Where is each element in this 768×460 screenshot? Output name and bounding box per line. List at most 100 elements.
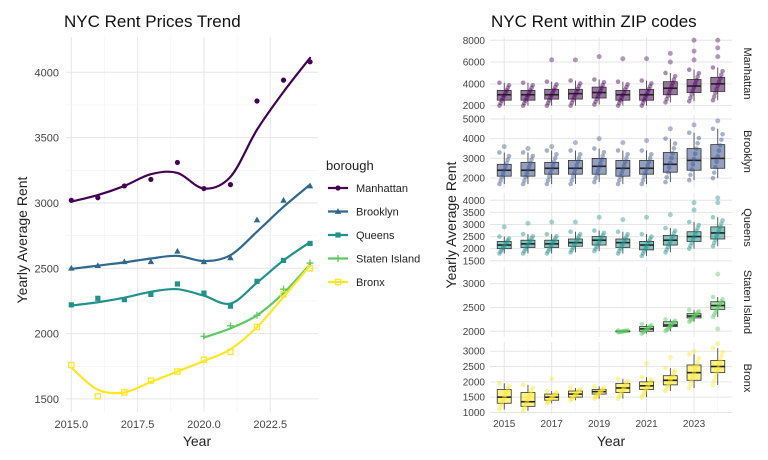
jitter-point (600, 386, 606, 392)
jitter-point (595, 168, 601, 174)
jitter-point (689, 240, 694, 246)
jitter-point (670, 373, 676, 379)
jitter-point (711, 312, 717, 318)
jitter-point (497, 381, 502, 386)
jitter-point (499, 98, 505, 103)
jitter-point (695, 359, 700, 365)
jitter-point (710, 126, 716, 132)
jitter-point (497, 103, 502, 108)
jitter-point (577, 81, 583, 86)
jitter-point (688, 172, 693, 178)
jitter-point (526, 90, 532, 96)
data-point-bronx (174, 368, 181, 375)
jitter-point (668, 239, 673, 244)
jitter-point (696, 222, 702, 228)
y-tick-label: 2500 (463, 303, 486, 314)
jitter-point (649, 234, 654, 239)
data-point-bronx (147, 377, 155, 384)
box-bronx-2016 (520, 392, 536, 407)
jitter-point (616, 394, 622, 399)
y-tick-label: 3000 (463, 279, 486, 290)
jitter-point (554, 234, 559, 239)
jitter-point (639, 394, 645, 400)
outlier-point (691, 48, 697, 54)
jitter-point (573, 166, 578, 172)
y-tick-label: 4000 (463, 134, 486, 145)
data-point-brooklyn (280, 196, 287, 203)
jitter-point (692, 366, 698, 372)
jitter-point (554, 151, 559, 157)
y-tick-label: 4000 (463, 79, 486, 90)
outlier-point (667, 212, 673, 218)
legend-key-marker-staten-island (334, 255, 342, 262)
outlier-point (501, 144, 507, 150)
jitter-point (715, 153, 721, 159)
jitter-point (666, 325, 672, 330)
jitter-point (594, 393, 600, 399)
jitter-point (717, 358, 723, 363)
jitter-point (575, 236, 581, 241)
jitter-point (525, 167, 531, 173)
jitter-point (663, 225, 668, 231)
jitter-point (645, 163, 651, 168)
jitter-point (501, 395, 507, 401)
jitter-point (529, 157, 534, 162)
jitter-point (549, 395, 554, 401)
jitter-point (639, 181, 645, 187)
jitter-point (686, 246, 692, 251)
jitter-point (498, 178, 503, 183)
jitter-point (641, 97, 647, 103)
y-tick-label: 2000 (463, 377, 486, 388)
jitter-point (548, 396, 553, 402)
jitter-point (691, 370, 697, 376)
line-chart-title: NYC Rent Prices Trend (64, 12, 241, 31)
jitter-point (528, 160, 533, 166)
jitter-point (645, 89, 651, 95)
jitter-point (663, 328, 668, 334)
jitter-point (710, 243, 716, 249)
x-tick-label: 2020.0 (187, 419, 221, 431)
jitter-point (710, 214, 716, 220)
data-point-manhattan (307, 59, 313, 65)
jitter-point (615, 229, 621, 235)
jitter-point (672, 141, 678, 146)
outlier-point (691, 57, 697, 63)
y-tick-label: 3000 (463, 347, 486, 358)
jitter-point (569, 247, 575, 253)
jitter-point (497, 80, 502, 86)
jitter-point (710, 175, 716, 181)
jitter-point (649, 151, 654, 157)
jitter-point (544, 251, 550, 256)
jitter-point (573, 392, 578, 398)
jitter-point (664, 96, 670, 102)
jitter-point (711, 94, 717, 99)
jitter-point (711, 170, 717, 175)
y-tick-label: 6000 (463, 58, 486, 69)
jitter-point (644, 92, 649, 97)
jitter-point (717, 76, 723, 81)
y-tick-label: 3000 (463, 220, 486, 231)
jitter-point (624, 84, 629, 90)
facet-manhattan: 2000 4000 6000 8000 Manhattan (463, 36, 753, 112)
jitter-point (710, 97, 716, 103)
box-staten-island-2022 (662, 321, 678, 327)
jitter-point (619, 329, 624, 334)
jitter-point (596, 390, 602, 396)
outlier-point (715, 271, 721, 277)
jitter-point (592, 228, 597, 233)
jitter-point (554, 390, 559, 395)
jitter-point (573, 240, 578, 246)
jitter-point (549, 92, 554, 98)
jitter-point (544, 388, 550, 394)
jitter-point (551, 87, 557, 92)
jitter-point (713, 374, 718, 380)
jitter-point (526, 240, 532, 246)
box-brooklyn-2018 (568, 159, 583, 175)
jitter-point (600, 153, 606, 159)
jitter-point (646, 86, 652, 92)
jitter-point (577, 387, 583, 392)
y-tick-label: 1500 (35, 394, 59, 406)
jitter-point (592, 248, 597, 254)
jitter-point (672, 318, 678, 324)
